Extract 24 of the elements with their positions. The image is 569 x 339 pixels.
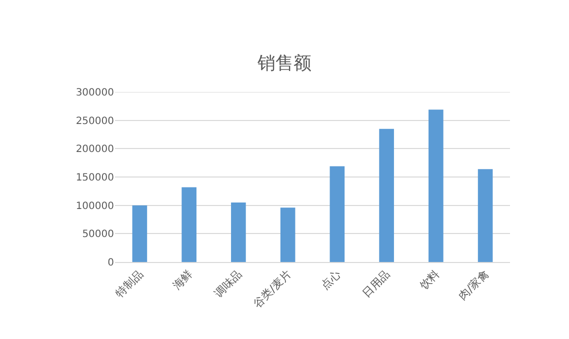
x-tick-label: 饮料 (416, 268, 442, 293)
bar (379, 128, 394, 262)
bar (231, 202, 246, 262)
x-tick-label: 调味品 (212, 268, 244, 300)
y-tick-label: 250000 (76, 116, 114, 127)
y-tick-label: 150000 (76, 172, 114, 184)
bar (478, 169, 493, 262)
x-tick-label: 特制品 (113, 268, 146, 300)
chart-title: 销售额 (256, 53, 312, 74)
y-tick-label: 0 (108, 258, 114, 268)
y-tick-label: 50000 (82, 229, 114, 240)
bar (428, 110, 444, 262)
bar (330, 166, 345, 262)
x-tick-label: 点心 (318, 268, 344, 292)
bar (132, 205, 148, 262)
bar (182, 187, 196, 262)
y-tick-label: 100000 (76, 200, 114, 212)
x-tick-label: 谷类/麦片 (250, 268, 294, 310)
y-tick-label: 300000 (76, 88, 114, 98)
x-tick-label: 海鲜 (170, 268, 196, 292)
x-tick-label: 肉/家禽 (456, 268, 492, 303)
bar (280, 208, 296, 262)
y-tick-label: 200000 (76, 144, 114, 156)
x-tick-label: 日用品 (360, 268, 393, 300)
